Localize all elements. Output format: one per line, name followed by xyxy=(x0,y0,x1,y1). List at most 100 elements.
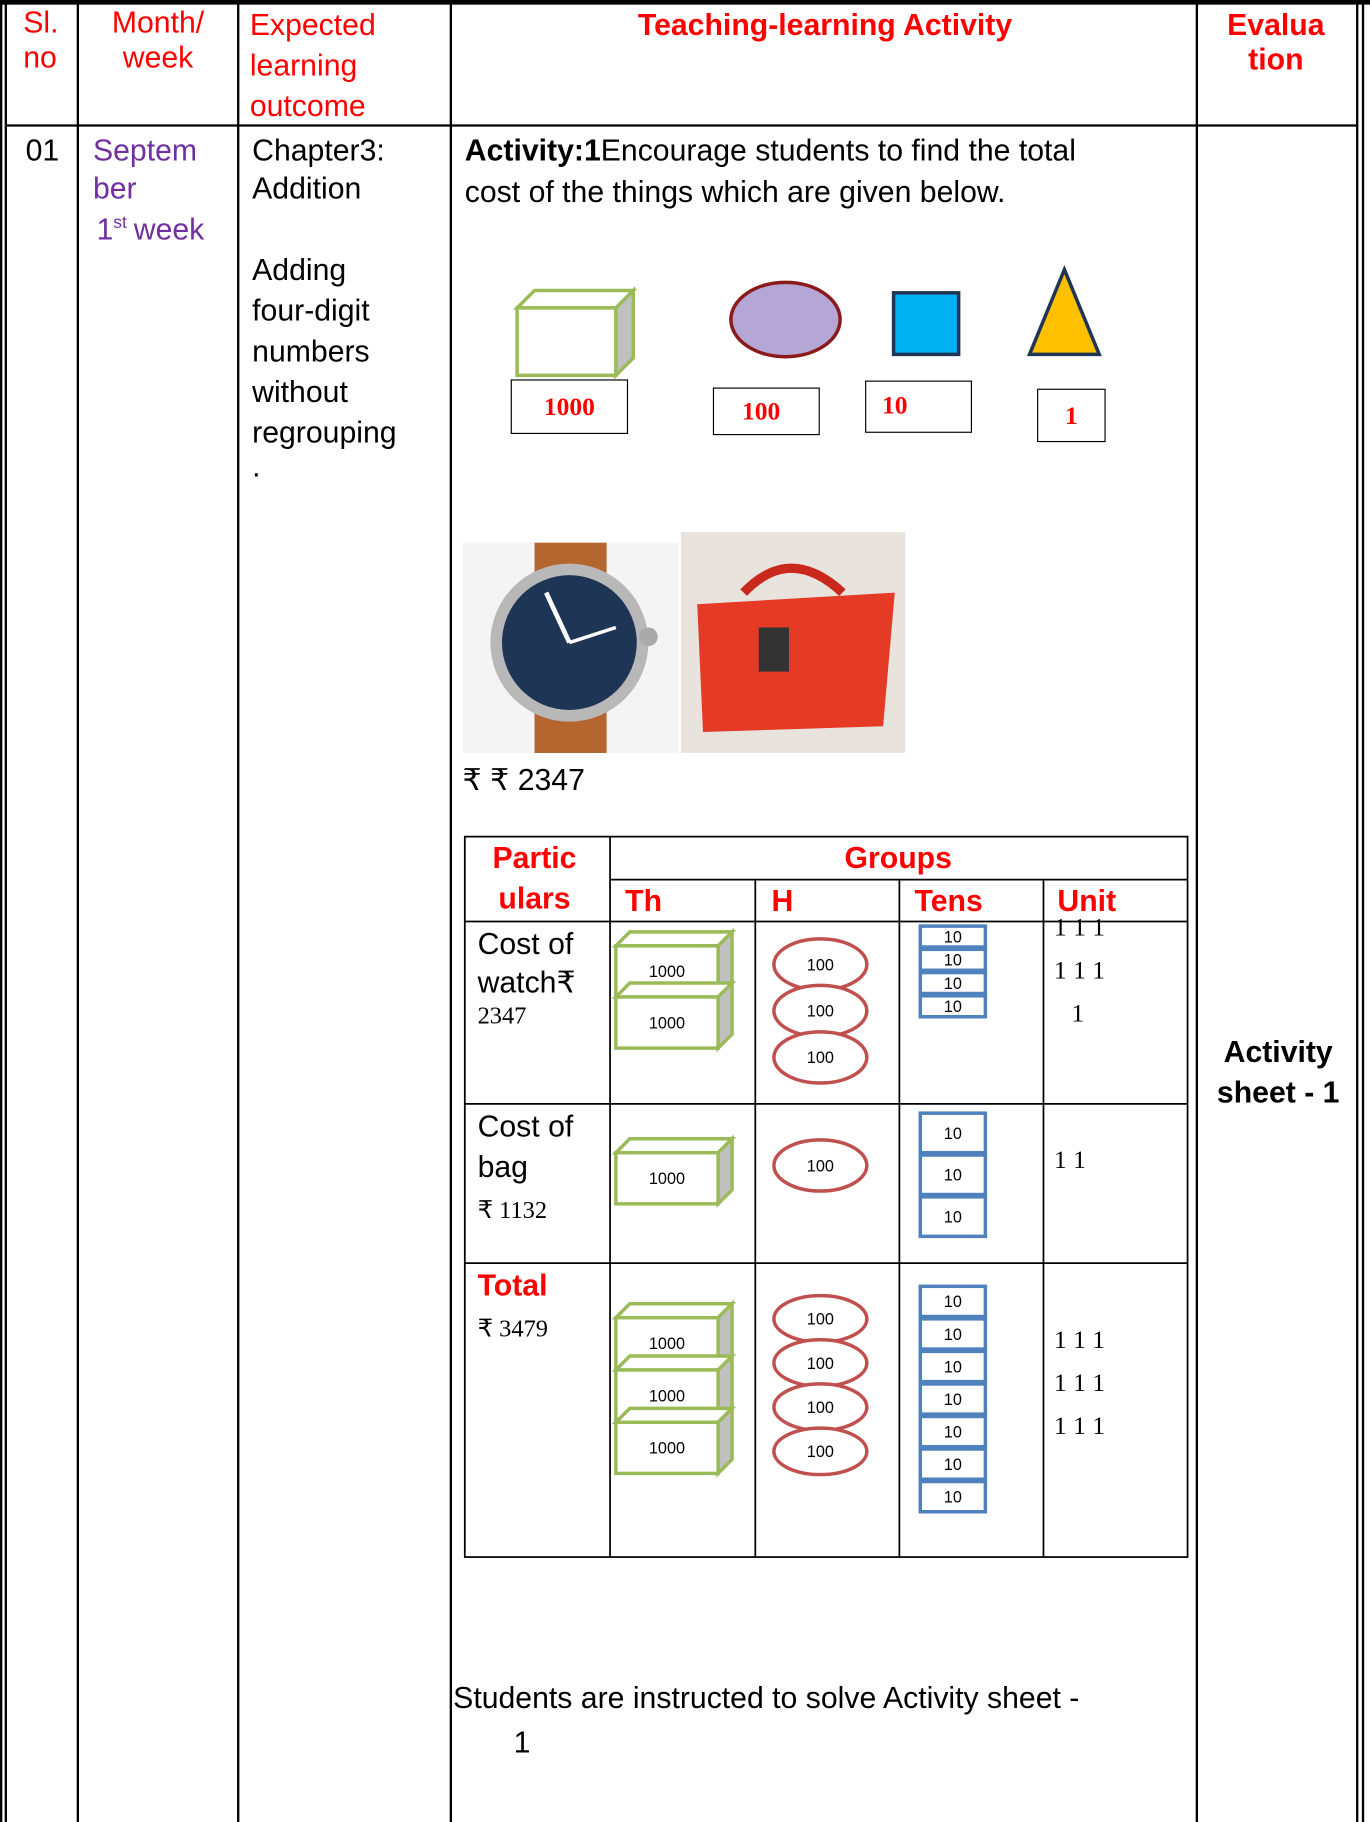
units: 1 1 1 xyxy=(1054,1368,1105,1397)
block-top xyxy=(611,981,737,999)
particulars: Cost of xyxy=(478,928,574,961)
ten-rod xyxy=(918,970,988,996)
particulars: watch₹ xyxy=(477,966,576,999)
month: ber xyxy=(93,173,137,206)
ten-rod xyxy=(918,1195,988,1239)
block-front xyxy=(614,995,720,1050)
month: Septem xyxy=(93,134,197,167)
outcome: numbers xyxy=(252,335,370,368)
rod-label: 10 xyxy=(944,1358,962,1376)
inner-table-borders xyxy=(463,835,1189,1558)
thousand-block xyxy=(512,286,638,380)
ten-rod xyxy=(918,1153,988,1197)
block-label: 1000 xyxy=(649,963,685,981)
rod-label: 10 xyxy=(944,975,962,993)
particulars: Cost of xyxy=(478,1110,574,1143)
ten-rod xyxy=(918,947,988,973)
ten-rod xyxy=(918,1382,988,1416)
units: 1 1 1 xyxy=(1054,955,1105,984)
units: 1 xyxy=(1071,998,1084,1027)
activity-label: Activity:1 xyxy=(465,134,601,167)
units: 1 1 1 xyxy=(1054,1411,1105,1440)
table-header: Unit xyxy=(1057,885,1116,918)
oval-label: 100 xyxy=(807,1399,834,1417)
header-cell: learning xyxy=(250,50,357,83)
thousand-block: 1000 xyxy=(611,1134,737,1209)
ten-rod xyxy=(918,1479,988,1514)
watch-image xyxy=(462,542,679,753)
outcome: without xyxy=(251,376,348,409)
oval-label: 100 xyxy=(807,956,834,974)
oval-label: 100 xyxy=(807,1003,834,1021)
rod-label: 10 xyxy=(944,1167,962,1185)
block-label: 1000 xyxy=(649,1440,685,1458)
outcome: four-digit xyxy=(252,295,370,328)
rod-label: 10 xyxy=(944,1125,962,1143)
block-top xyxy=(611,1406,737,1425)
evaluation: sheet - 1 xyxy=(1217,1077,1340,1110)
units: 1 1 xyxy=(1054,1145,1086,1174)
week-number: 1 xyxy=(96,213,113,246)
header-cell: Month/ xyxy=(112,7,205,40)
oval-label: 100 xyxy=(807,1311,834,1329)
block-front xyxy=(614,1150,720,1206)
units: 1 1 1 xyxy=(1054,912,1105,941)
outcome: . xyxy=(252,450,260,483)
instruction: Students are instructed to solve Activit… xyxy=(453,1682,1079,1715)
hundred-oval xyxy=(772,1426,869,1477)
header-cell: no xyxy=(23,41,57,74)
block-label: 1000 xyxy=(649,1387,685,1405)
units: 1 1 1 xyxy=(1054,1325,1105,1354)
header-cell: Expected xyxy=(250,9,376,42)
block-label: 1000 xyxy=(649,1170,685,1188)
rod-label: 10 xyxy=(944,952,962,970)
particulars: bag xyxy=(478,1151,528,1184)
ten-rod xyxy=(918,924,988,949)
activity-shapes xyxy=(510,264,1106,443)
week: 1st week xyxy=(96,212,205,247)
block-side xyxy=(716,1134,734,1209)
ten-rod xyxy=(918,1349,988,1384)
block-front xyxy=(614,1420,720,1476)
shape-value: 1000 xyxy=(544,392,595,421)
week-suffix: st xyxy=(113,212,127,232)
table-header: ulars xyxy=(498,883,570,916)
header-cell: Sl. xyxy=(23,7,58,40)
block-top xyxy=(611,1354,737,1372)
block-top xyxy=(512,288,638,310)
amount: ₹ 1132 xyxy=(478,1197,548,1224)
rod-label: 10 xyxy=(944,1208,962,1226)
oval-label: 100 xyxy=(807,1157,834,1175)
rod-label: 10 xyxy=(944,928,962,946)
table-header: H xyxy=(772,885,794,918)
header-cell: Evalua xyxy=(1227,9,1325,42)
ten-rod xyxy=(918,1111,988,1155)
particulars: Total xyxy=(478,1270,548,1303)
price: ₹ ₹ 2347 xyxy=(462,764,584,797)
outcome: regrouping xyxy=(252,417,396,450)
block-front xyxy=(515,306,618,378)
rod-label: 10 xyxy=(944,1293,962,1311)
block-side xyxy=(716,978,734,1053)
oval-label: 100 xyxy=(807,1355,834,1373)
bag-image xyxy=(680,532,906,753)
ten-rod xyxy=(918,1284,988,1319)
outcome: Adding xyxy=(252,254,346,287)
block-top xyxy=(611,1302,737,1320)
rod-label: 10 xyxy=(944,1456,962,1474)
ten-rod xyxy=(918,1447,988,1481)
shape-value: 100 xyxy=(742,396,780,425)
activity-intro: cost of the things which are given below… xyxy=(465,176,1006,209)
block-side xyxy=(716,1404,734,1478)
thousand-block: 1000 xyxy=(611,978,737,1053)
hundred-oval xyxy=(772,1030,869,1085)
outcome: Addition xyxy=(252,173,361,206)
ten-rod xyxy=(918,1414,988,1449)
rod-label: 10 xyxy=(944,1391,962,1409)
table-header: Th xyxy=(625,885,662,918)
block-side xyxy=(614,286,636,380)
ten-rod xyxy=(918,994,988,1019)
header-cell: outcome xyxy=(250,90,366,123)
amount: 2347 xyxy=(478,1003,527,1030)
